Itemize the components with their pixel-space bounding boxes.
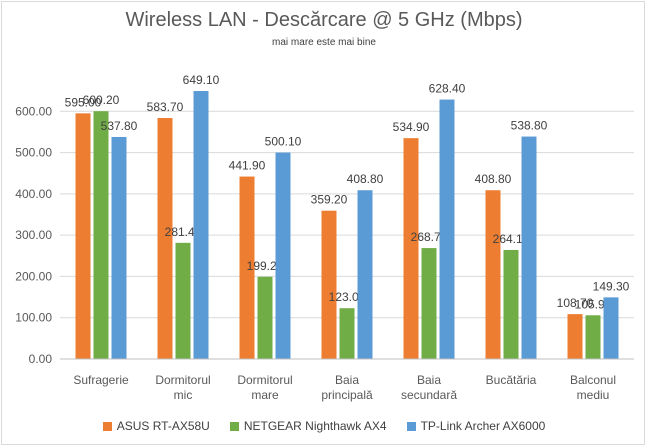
data-label: 149.30 [593,279,630,293]
data-label: 281.40 [165,225,202,239]
bar [485,190,501,359]
legend-item-tplink: TP-Link Archer AX6000 [406,419,546,433]
x-tick-label: mare [251,388,279,402]
data-label: 534.90 [393,120,430,134]
bar [585,315,601,359]
bar [403,138,419,359]
x-tick-label: mediu [577,388,610,402]
legend-swatch-netgear [229,421,239,431]
legend-item-netgear: NETGEAR Nighthawk AX4 [229,419,387,433]
y-tick-label: 100.00 [15,311,52,325]
legend-label-asus: ASUS RT-AX58U [116,419,210,433]
x-tick-label: Baia [335,373,359,387]
data-label: 441.90 [229,159,266,173]
bar [257,276,273,359]
x-tick-label: secundară [401,388,457,402]
chart-subtitle: mai mare este mai bine [272,37,376,48]
y-tick-label: 500.00 [15,146,52,160]
chart-legend: ASUS RT-AX58U NETGEAR Nighthawk AX4 TP-L… [0,419,648,433]
bar [521,136,537,359]
legend-swatch-tplink [406,421,416,431]
bar [193,91,209,359]
data-label: 600.20 [83,93,120,107]
data-label: 264.10 [493,232,530,246]
bar [339,308,355,359]
data-label: 500.10 [265,135,302,149]
bar [603,297,619,359]
bar [567,314,583,359]
bar [93,111,109,359]
data-label: 123.00 [329,290,366,304]
bar [175,242,191,359]
data-label: 359.20 [311,193,348,207]
bar [357,190,373,359]
legend-label-tplink: TP-Link Archer AX6000 [420,419,546,433]
data-label: 537.80 [101,119,138,133]
bar [503,249,519,359]
y-tick-label: 300.00 [15,228,52,242]
chart-title: Wireless LAN - Descărcare @ 5 GHz (Mbps) [125,9,523,31]
bar [157,118,173,359]
data-label: 108.70 [557,296,594,310]
bar [321,210,337,359]
y-tick-label: 600.00 [15,104,52,118]
data-label: 105.90 [575,297,612,311]
y-tick-label: 200.00 [15,269,52,283]
data-label: 408.80 [475,172,512,186]
bar [275,152,291,359]
bar [75,113,91,359]
data-label: 628.40 [429,82,466,96]
data-label: 408.80 [347,172,384,186]
data-label: 538.80 [511,119,548,133]
x-tick-label: principală [321,388,373,402]
data-label: 199.20 [247,259,284,273]
x-tick-label: Bucătăria [486,373,537,387]
y-tick-label: 400.00 [15,187,52,201]
x-tick-label: Dormitorul [155,373,210,387]
data-label: 268.70 [411,230,448,244]
data-label: 595.00 [65,95,102,109]
x-tick-label: Balconul [570,373,616,387]
x-tick-label: Sufragerie [73,373,129,387]
data-label: 583.70 [147,100,184,114]
bar [439,99,455,359]
x-tick-label: Baia [417,373,441,387]
x-tick-label: Dormitorul [237,373,292,387]
legend-label-netgear: NETGEAR Nighthawk AX4 [243,419,387,433]
legend-item-asus: ASUS RT-AX58U [102,419,210,433]
bar [239,176,255,359]
data-label: 649.10 [183,73,220,87]
y-tick-label: 0.00 [29,352,53,366]
bar [421,248,437,359]
legend-swatch-asus [102,421,112,431]
bar [111,136,127,359]
x-tick-label: mic [174,388,193,402]
